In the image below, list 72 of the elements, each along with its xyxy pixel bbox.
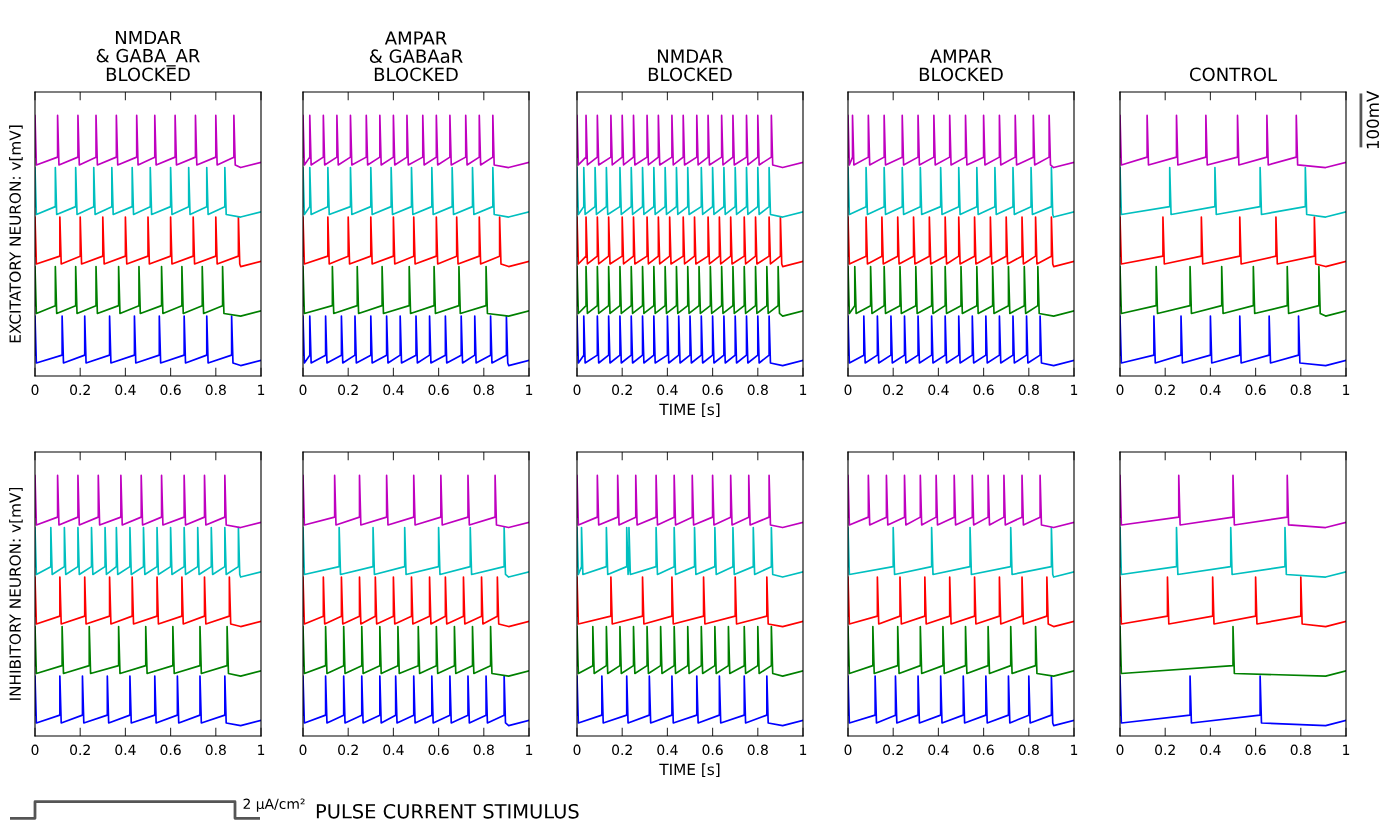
x-tick-label: 1 <box>800 744 807 755</box>
x-tick-label: 0 <box>299 384 307 396</box>
chart-title: NMDAR BLOCKED <box>648 49 732 82</box>
chart-title: AMPAR BLOCKED <box>919 49 1003 82</box>
x-axis-title: TIME [s] <box>659 763 720 777</box>
x-tick-label: 0.8 <box>1018 744 1039 756</box>
x-tick-label: 0 <box>31 744 39 756</box>
x-tick-label: 0 <box>31 384 39 396</box>
x-tick-label: 0 <box>1116 384 1124 396</box>
x-tick-label: 0.2 <box>70 384 90 396</box>
x-tick-label: 0.8 <box>473 744 494 756</box>
text: PULSE CURRENT STIMULUS <box>316 803 579 819</box>
x-tick-label: 0.2 <box>1155 744 1175 756</box>
x-tick-label: 0.8 <box>747 384 768 396</box>
x-tick-label: 0.8 <box>1290 744 1311 756</box>
x-tick-label: 1 <box>1071 744 1078 755</box>
x-tick-label: 0 <box>573 744 581 756</box>
y-axis-title: INHIBITORY NEURON: v[mV] <box>9 487 23 700</box>
chart-title: AMPAR & GABAaR BLOCKED <box>369 31 463 82</box>
x-tick-label: 0.4 <box>657 744 678 756</box>
x-tick-label: 0.2 <box>612 384 632 396</box>
x-tick-label: 0.4 <box>1200 744 1221 756</box>
x-tick-label: 0.8 <box>205 744 226 756</box>
x-axis-title: TIME [s] <box>659 403 720 417</box>
x-tick-label: 0.4 <box>928 744 949 756</box>
x-tick-label: 0.6 <box>428 384 449 396</box>
x-tick-label: 1 <box>1343 384 1350 395</box>
x-tick-label: 0.2 <box>338 744 358 756</box>
x-tick-label: 0.6 <box>428 744 449 756</box>
x-tick-label: 0.4 <box>928 384 949 396</box>
x-tick-label: 1 <box>526 384 533 395</box>
x-tick-label: 0.6 <box>160 384 181 396</box>
x-tick-label: 0.4 <box>383 384 404 396</box>
x-tick-label: 0.6 <box>160 744 181 756</box>
x-tick-label: 0.8 <box>1290 384 1311 396</box>
x-tick-label: 1 <box>526 744 533 755</box>
text: 2 μA/cm² <box>243 798 305 812</box>
x-tick-label: 0 <box>844 744 852 756</box>
chart-title: NMDAR & GABA_AR BLOCKED <box>96 30 200 82</box>
x-tick-label: 0.4 <box>383 744 404 756</box>
x-tick-label: 0.4 <box>115 384 136 396</box>
x-tick-label: 0.6 <box>702 384 723 396</box>
x-tick-label: 0.6 <box>702 744 723 756</box>
x-tick-label: 0.8 <box>473 384 494 396</box>
y-axis-title: EXCITATORY NEURON: v[mV] <box>9 125 23 343</box>
x-tick-label: 0.2 <box>338 384 358 396</box>
x-tick-label: 1 <box>258 744 265 755</box>
x-tick-label: 1 <box>1071 384 1078 395</box>
x-tick-label: 0.4 <box>1200 384 1221 396</box>
x-tick-label: 1 <box>1343 744 1350 755</box>
x-tick-label: 0.6 <box>973 384 994 396</box>
x-tick-label: 0 <box>299 744 307 756</box>
x-tick-label: 0.8 <box>1018 384 1039 396</box>
x-tick-label: 0.8 <box>747 744 768 756</box>
x-tick-label: 0.6 <box>1245 744 1266 756</box>
chart-title: CONTROL <box>1189 67 1277 82</box>
x-tick-label: 0.2 <box>1155 384 1175 396</box>
x-tick-label: 1 <box>258 384 265 395</box>
x-tick-label: 0.4 <box>115 744 136 756</box>
x-tick-label: 0 <box>844 384 852 396</box>
x-tick-label: 0 <box>573 384 581 396</box>
x-tick-label: 0 <box>1116 744 1124 756</box>
text: 100mV <box>1366 90 1380 149</box>
x-tick-label: 1 <box>800 384 807 395</box>
x-tick-label: 0.2 <box>883 744 903 756</box>
x-tick-label: 0.2 <box>612 744 632 756</box>
x-tick-label: 0.6 <box>1245 384 1266 396</box>
x-tick-label: 0.2 <box>70 744 90 756</box>
x-tick-label: 0.2 <box>883 384 903 396</box>
x-tick-label: 0.8 <box>205 384 226 396</box>
x-tick-label: 0.6 <box>973 744 994 756</box>
x-tick-label: 0.4 <box>657 384 678 396</box>
